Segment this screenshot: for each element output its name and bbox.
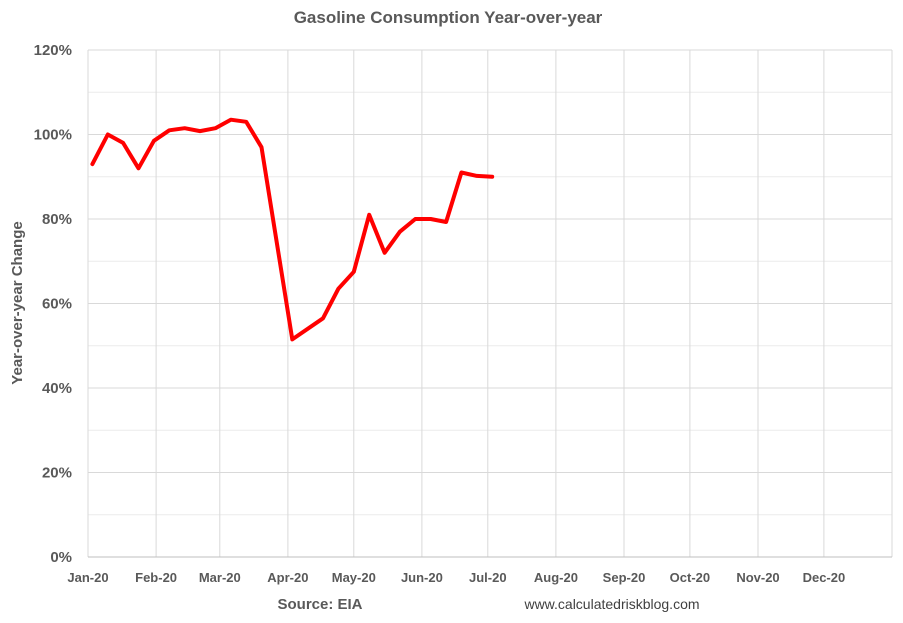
y-tick-label: 100%: [34, 127, 72, 144]
x-tick-label: Jun-20: [401, 570, 443, 585]
x-tick-label: Jan-20: [67, 570, 108, 585]
series-line: [90, 117, 495, 342]
y-tick-label: 0%: [50, 549, 72, 566]
x-tick-label: Apr-20: [267, 570, 308, 585]
x-tick-label: Oct-20: [670, 570, 710, 585]
x-tick-label: Dec-20: [803, 570, 846, 585]
x-tick-label: Aug-20: [534, 570, 578, 585]
credit-url: www.calculatedriskblog.com: [523, 596, 699, 612]
x-tick-label: Mar-20: [199, 570, 241, 585]
y-tick-label: 60%: [42, 296, 72, 313]
y-tick-label: 20%: [42, 465, 72, 482]
chart-title: Gasoline Consumption Year-over-year: [294, 8, 603, 27]
source-label: Source: EIA: [277, 596, 362, 613]
y-tick-label: 80%: [42, 211, 72, 228]
y-axis-ticks: 0% 20% 40% 60% 80% 100% 120%: [34, 42, 72, 566]
x-tick-label: Sep-20: [603, 570, 646, 585]
x-tick-label: Feb-20: [135, 570, 177, 585]
y-tick-label: 120%: [34, 42, 72, 59]
x-tick-label: May-20: [332, 570, 376, 585]
x-tick-label: Nov-20: [736, 570, 779, 585]
y-axis-label: Year-over-year Change: [9, 221, 26, 384]
y-tick-label: 40%: [42, 380, 72, 397]
x-tick-label: Jul-20: [469, 570, 507, 585]
grid: [87, 49, 893, 558]
x-axis-ticks: Jan-20 Feb-20 Mar-20 Apr-20 May-20 Jun-20 Jul-…: [67, 570, 845, 585]
